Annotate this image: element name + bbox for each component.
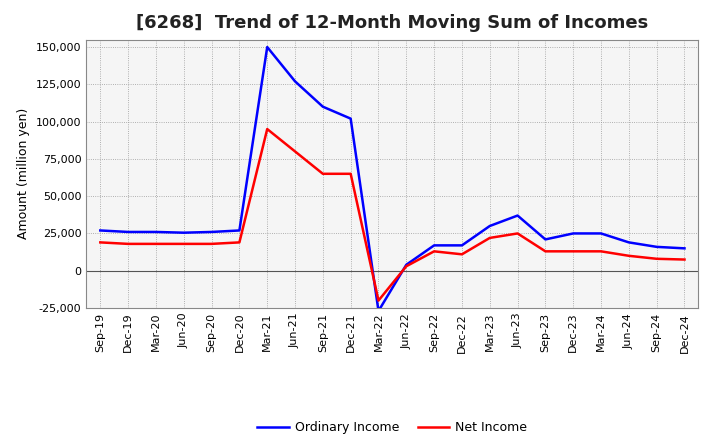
Ordinary Income bbox=[624, 240, 633, 245]
Net Income bbox=[569, 249, 577, 254]
Ordinary Income bbox=[541, 237, 550, 242]
Ordinary Income bbox=[597, 231, 606, 236]
Net Income bbox=[263, 126, 271, 132]
Ordinary Income bbox=[96, 228, 104, 233]
Ordinary Income bbox=[318, 104, 327, 109]
Ordinary Income bbox=[207, 229, 216, 235]
Ordinary Income bbox=[263, 44, 271, 50]
Net Income bbox=[346, 171, 355, 176]
Net Income bbox=[652, 256, 661, 261]
Ordinary Income bbox=[485, 224, 494, 229]
Y-axis label: Amount (million yen): Amount (million yen) bbox=[17, 108, 30, 239]
Ordinary Income bbox=[374, 308, 383, 314]
Ordinary Income bbox=[652, 244, 661, 249]
Ordinary Income bbox=[402, 262, 410, 268]
Net Income bbox=[179, 241, 188, 246]
Ordinary Income bbox=[458, 243, 467, 248]
Ordinary Income bbox=[346, 116, 355, 121]
Net Income bbox=[96, 240, 104, 245]
Ordinary Income bbox=[430, 243, 438, 248]
Ordinary Income bbox=[152, 229, 161, 235]
Net Income bbox=[680, 257, 689, 262]
Ordinary Income bbox=[179, 230, 188, 235]
Net Income bbox=[207, 241, 216, 246]
Ordinary Income bbox=[680, 246, 689, 251]
Net Income bbox=[541, 249, 550, 254]
Net Income bbox=[318, 171, 327, 176]
Net Income bbox=[513, 231, 522, 236]
Net Income bbox=[430, 249, 438, 254]
Ordinary Income bbox=[291, 79, 300, 84]
Net Income bbox=[152, 241, 161, 246]
Net Income bbox=[402, 264, 410, 269]
Line: Ordinary Income: Ordinary Income bbox=[100, 47, 685, 311]
Net Income bbox=[124, 241, 132, 246]
Ordinary Income bbox=[124, 229, 132, 235]
Ordinary Income bbox=[569, 231, 577, 236]
Title: [6268]  Trend of 12-Month Moving Sum of Incomes: [6268] Trend of 12-Month Moving Sum of I… bbox=[136, 15, 649, 33]
Net Income bbox=[374, 298, 383, 303]
Legend: Ordinary Income, Net Income: Ordinary Income, Net Income bbox=[252, 416, 533, 439]
Net Income bbox=[458, 252, 467, 257]
Ordinary Income bbox=[235, 228, 243, 233]
Net Income bbox=[485, 235, 494, 241]
Net Income bbox=[597, 249, 606, 254]
Ordinary Income bbox=[513, 213, 522, 218]
Net Income bbox=[624, 253, 633, 258]
Net Income bbox=[235, 240, 243, 245]
Net Income bbox=[291, 149, 300, 154]
Line: Net Income: Net Income bbox=[100, 129, 685, 301]
